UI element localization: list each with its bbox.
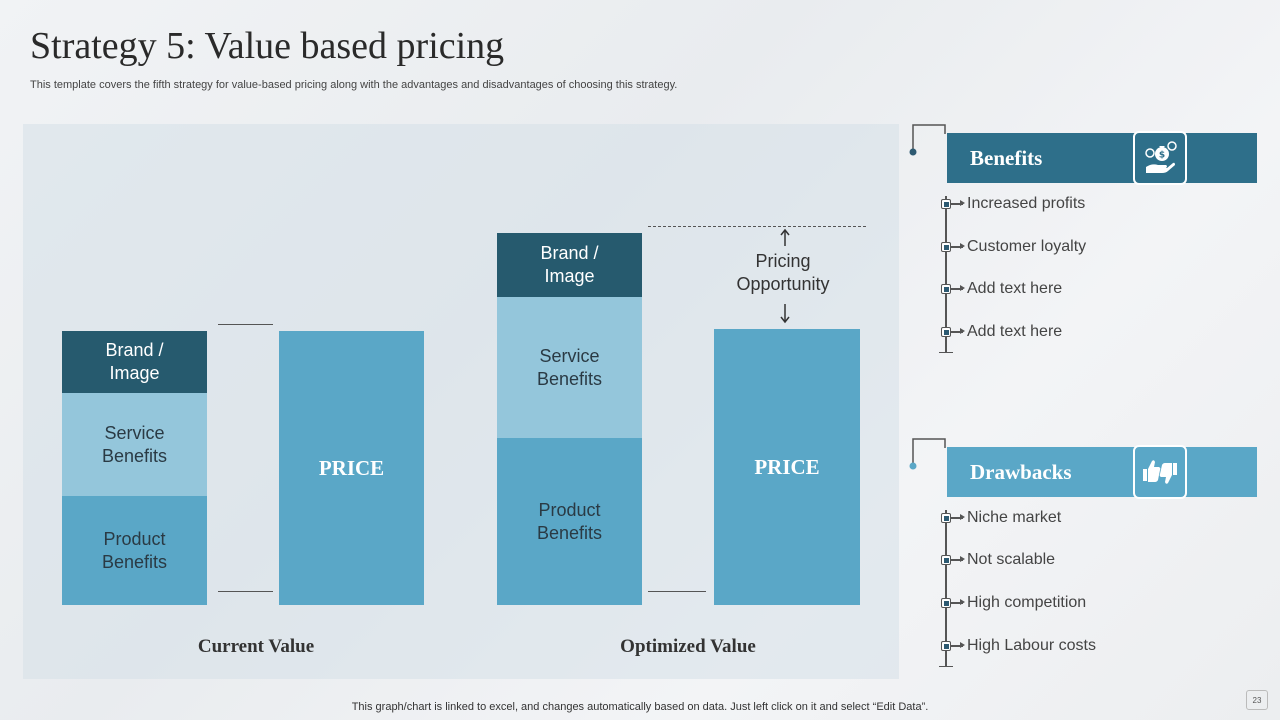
list-item: High competition [941,594,1086,612]
optimized-product-segment: Product Benefits [497,438,642,605]
drawbacks-header: Drawbacks [947,447,1257,497]
benefits-list-end [939,352,953,353]
drawbacks-heading: Drawbacks [970,459,1072,484]
pricing-opportunity-label: Pricing Opportunity [736,251,830,294]
current-brand-segment: Brand / Image [62,331,207,393]
arrow-up-icon [780,228,790,246]
opportunity-dashed-line [648,226,866,227]
list-item: Niche market [941,509,1061,527]
current-product-segment: Product Benefits [62,496,207,605]
optimized-value-label: Optimized Value [620,636,756,657]
drawbacks-connector [909,438,946,470]
optimized-brand-segment: Brand / Image [497,233,642,297]
optimized-bottom-tick [648,591,706,592]
current-price-bar: PRICE [279,331,424,605]
arrow-down-icon [780,304,790,324]
benefits-header: Benefits [947,133,1257,183]
footer-note: This graph/chart is linked to excel, and… [351,701,929,713]
svg-text:$: $ [1159,151,1165,161]
page-title: Strategy 5: Value based pricing [30,25,505,67]
thumbs-up-down-icon [1133,445,1187,499]
page-subtitle: This template covers the fifth strategy … [30,79,678,91]
list-item: High Labour costs [941,637,1096,655]
page-number: 23 [1246,690,1268,710]
drawbacks-list-line [945,510,947,666]
optimized-service-segment: Service Benefits [497,297,642,438]
current-top-tick [218,324,273,325]
money-bag-hand-icon: $ [1133,131,1187,185]
benefits-heading: Benefits [970,145,1043,170]
optimized-price-bar: PRICE [714,329,860,605]
list-item: Add text here [941,280,1062,298]
list-item: Not scalable [941,551,1055,569]
benefits-connector [909,124,946,156]
list-item: Add text here [941,323,1062,341]
current-bottom-tick [218,591,273,592]
benefits-list-line [945,196,947,352]
current-value-label: Current Value [197,636,315,657]
list-item: Customer loyalty [941,238,1086,256]
drawbacks-list-end [939,666,953,667]
list-item: Increased profits [941,195,1085,213]
current-service-segment: Service Benefits [62,393,207,496]
